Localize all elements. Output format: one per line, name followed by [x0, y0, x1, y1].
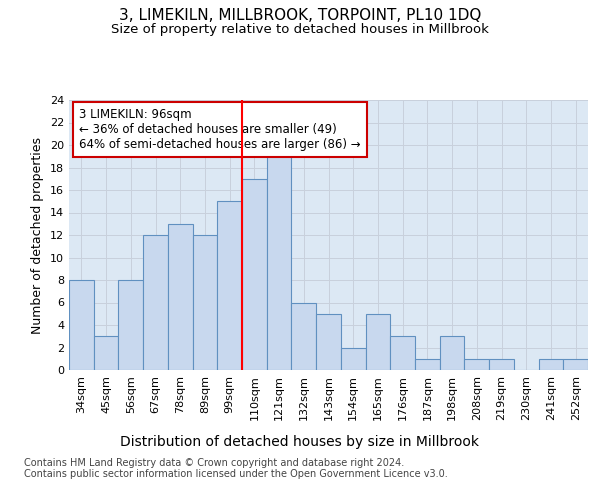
Bar [365, 314, 390, 370]
Bar [341, 348, 365, 370]
Bar [143, 235, 168, 370]
Bar [193, 235, 217, 370]
Text: Distribution of detached houses by size in Millbrook: Distribution of detached houses by size … [121, 435, 479, 449]
Bar [69, 280, 94, 370]
Bar [168, 224, 193, 370]
Bar [440, 336, 464, 370]
Bar [489, 359, 514, 370]
Bar [464, 359, 489, 370]
Text: Contains HM Land Registry data © Crown copyright and database right 2024.
Contai: Contains HM Land Registry data © Crown c… [24, 458, 448, 479]
Bar [118, 280, 143, 370]
Bar [415, 359, 440, 370]
Bar [292, 302, 316, 370]
Text: 3 LIMEKILN: 96sqm
← 36% of detached houses are smaller (49)
64% of semi-detached: 3 LIMEKILN: 96sqm ← 36% of detached hous… [79, 108, 361, 151]
Bar [316, 314, 341, 370]
Bar [217, 201, 242, 370]
Bar [539, 359, 563, 370]
Bar [94, 336, 118, 370]
Bar [242, 179, 267, 370]
Text: 3, LIMEKILN, MILLBROOK, TORPOINT, PL10 1DQ: 3, LIMEKILN, MILLBROOK, TORPOINT, PL10 1… [119, 8, 481, 22]
Text: Size of property relative to detached houses in Millbrook: Size of property relative to detached ho… [111, 22, 489, 36]
Bar [563, 359, 588, 370]
Bar [390, 336, 415, 370]
Bar [267, 156, 292, 370]
Y-axis label: Number of detached properties: Number of detached properties [31, 136, 44, 334]
